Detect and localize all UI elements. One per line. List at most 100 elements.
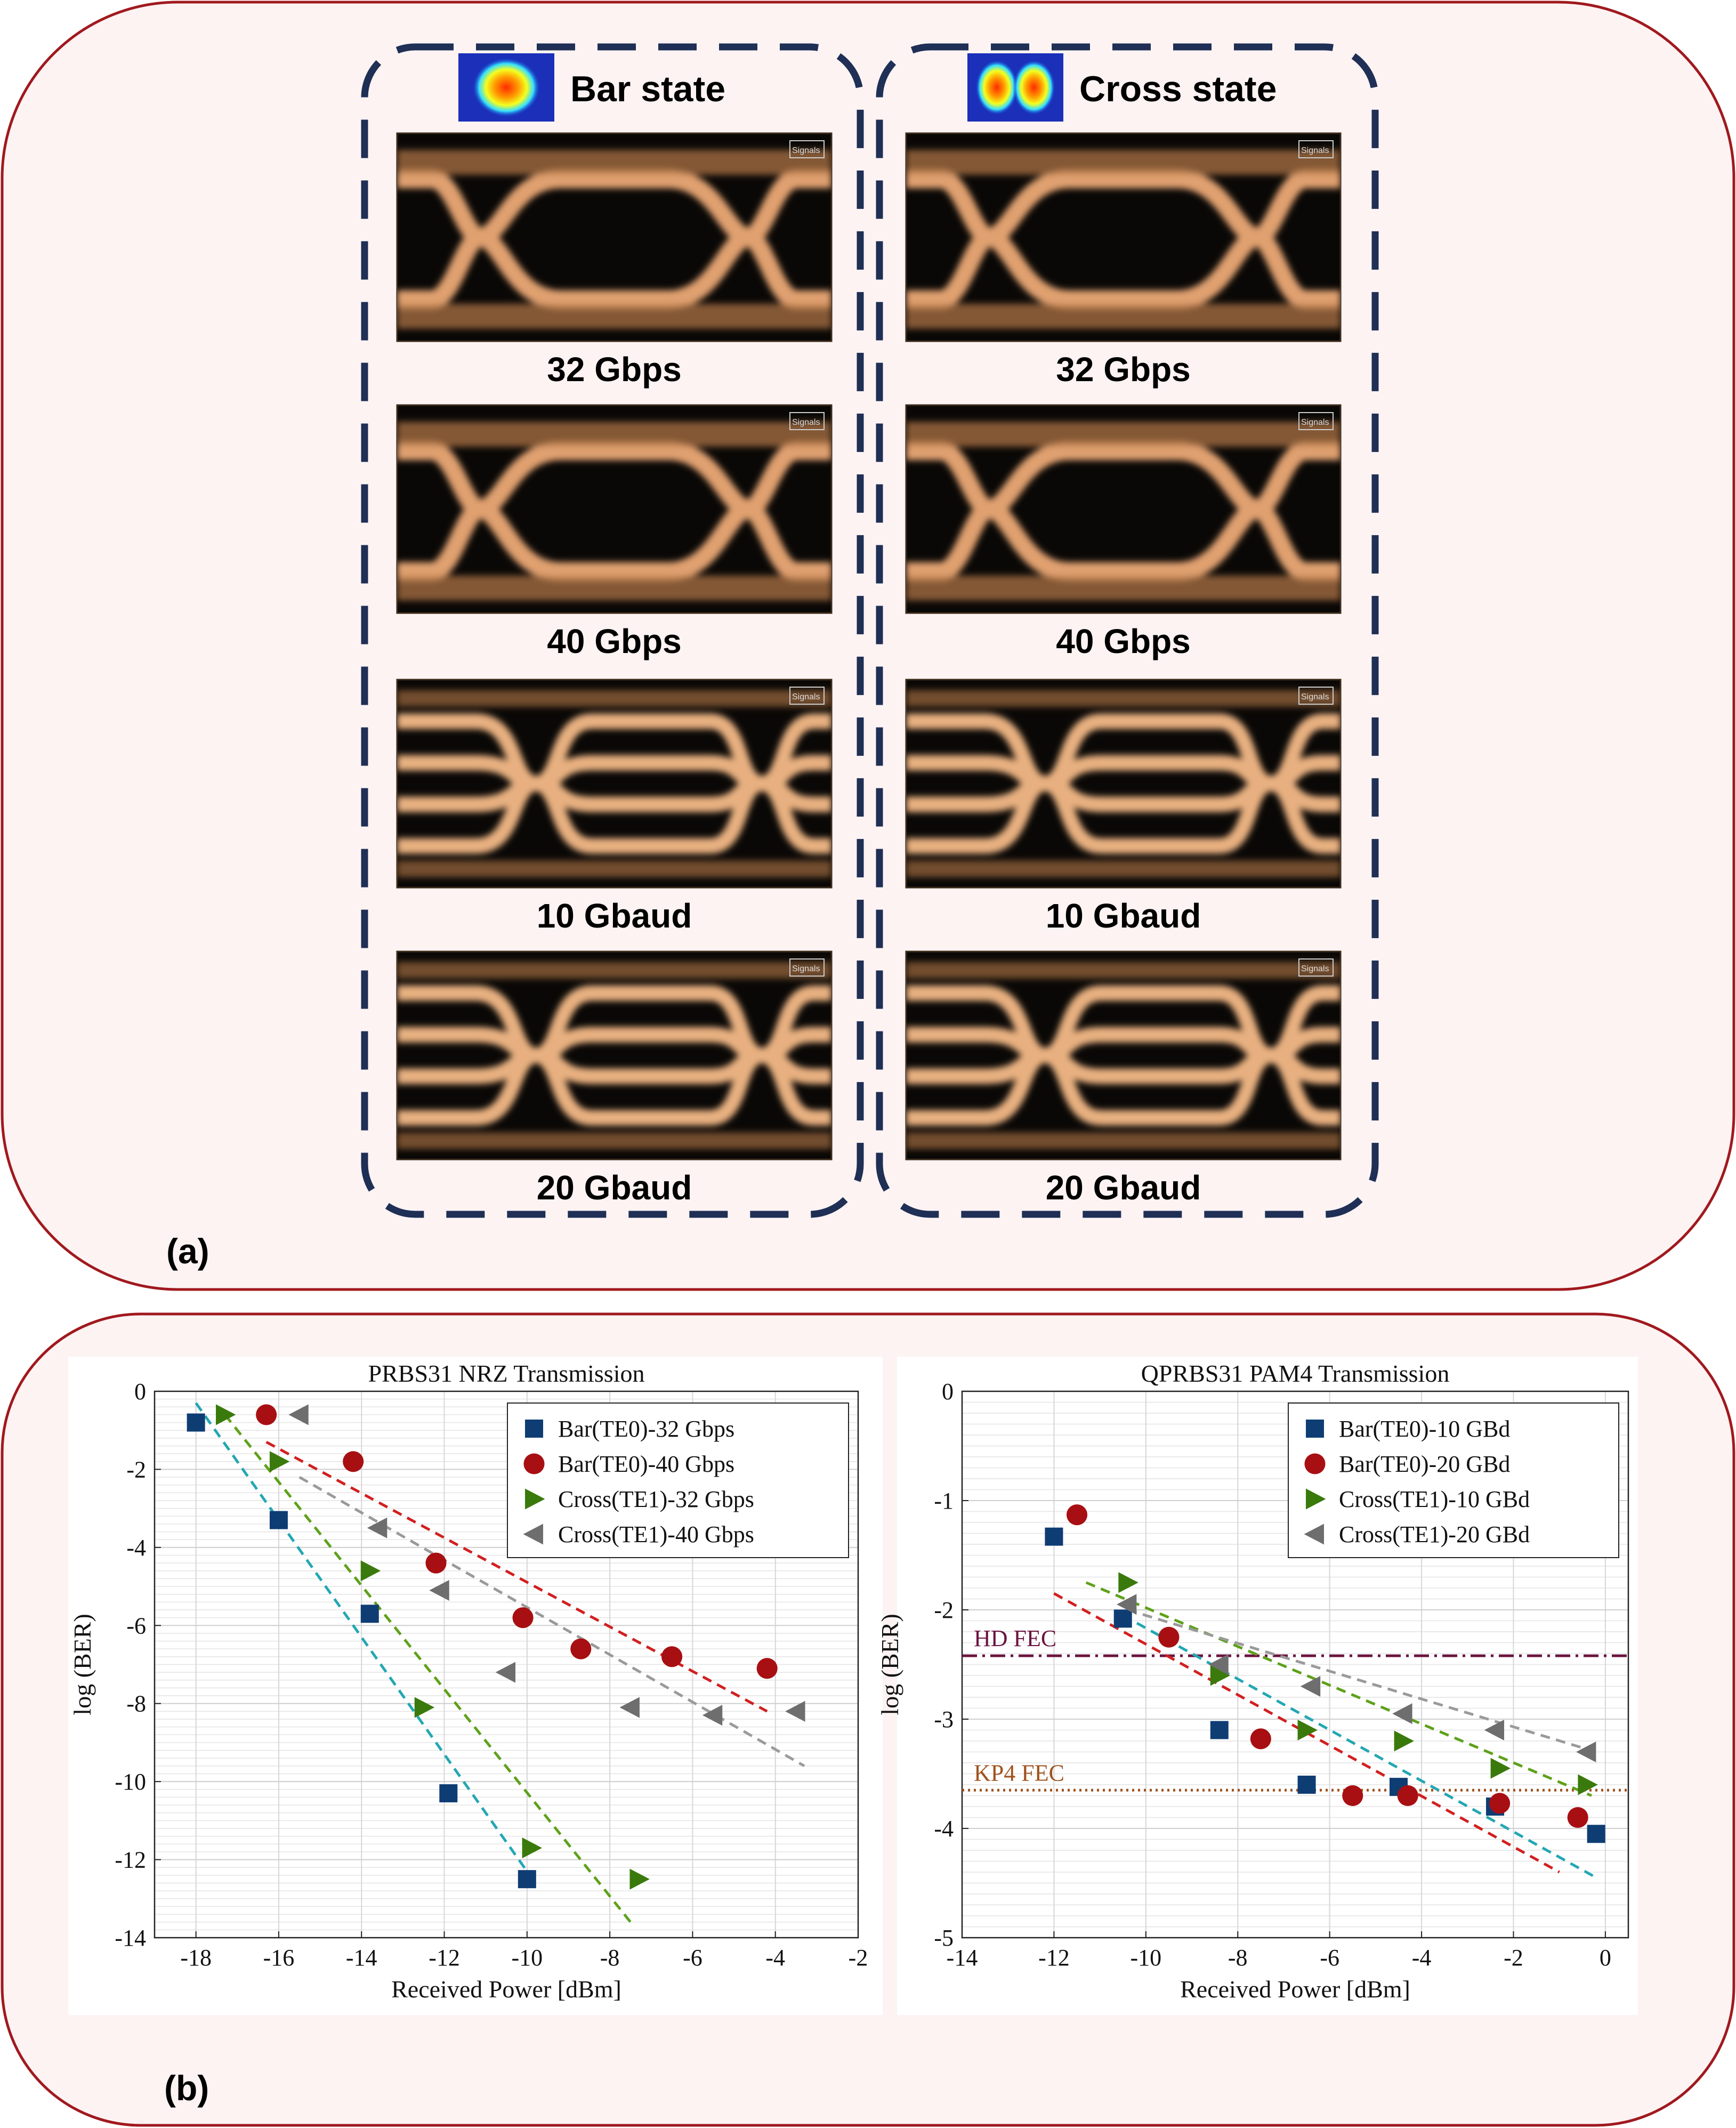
data-point-circle [425, 1552, 447, 1574]
column-title: Bar state [570, 69, 725, 109]
eye-trace-lower [906, 228, 1341, 309]
eye-diagram: Signals [396, 950, 833, 1160]
data-point-triangle-right [414, 1697, 435, 1718]
mode-lobe [975, 60, 1018, 115]
eye-caption: 20 Gbaud [1046, 1168, 1201, 1207]
y-tick-label: -2 [126, 1456, 146, 1482]
chart-title: PRBS31 NRZ Transmission [368, 1360, 645, 1387]
panel-a-content: Bar state Signals 32 Gbps Signals 40 Gbps Sig… [396, 53, 1342, 1207]
data-point-circle [756, 1658, 778, 1679]
bar-state-box [361, 43, 864, 1218]
eye-caption: 40 Gbps [547, 622, 682, 660]
panel-a-frame [1, 1, 1735, 1291]
data-point-triangle-right [216, 1404, 236, 1425]
data-point-triangle-right [269, 1451, 290, 1472]
y-tick-label: -2 [934, 1597, 954, 1623]
data-point-circle [523, 1453, 545, 1474]
chart-title: QPRBS31 PAM4 Transmission [1141, 1360, 1450, 1387]
data-point-square [187, 1413, 205, 1432]
data-point-square [439, 1784, 458, 1803]
eye-traces [397, 962, 831, 1149]
signals-label: Signals [1301, 418, 1329, 427]
nrz-ber-chart: -18 -16 -14 -12 -10 -8 -6 -4 -2 0 -2 -4 -6 -8 -10 -12 -1… [69, 1360, 868, 2003]
signals-box [1298, 687, 1334, 705]
legend-label: Bar(TE0)-32 Gbps [558, 1416, 734, 1442]
data-point-circle [661, 1646, 683, 1667]
eye-band [906, 690, 1341, 707]
eye-trace-lower [906, 499, 1341, 581]
eye-diagram: Signals [905, 679, 1342, 889]
pam4-level-trace [397, 776, 831, 854]
eye-diagram: Signals [396, 679, 833, 889]
signals-label: Signals [792, 418, 820, 427]
pam4-level-trace [906, 776, 1341, 854]
data-point-square [269, 1511, 288, 1529]
pam4-level-trace [397, 1047, 831, 1126]
data-point-triangle-left [1300, 1675, 1321, 1697]
eye-band [397, 1132, 831, 1149]
data-point-square [360, 1605, 379, 1623]
eye-traces [906, 690, 1341, 877]
signals-label: Signals [792, 146, 820, 155]
x-tick-label: -4 [765, 1945, 785, 1971]
eye-caption: 40 Gbps [1056, 622, 1191, 660]
data-point-triangle-left [1304, 1524, 1324, 1545]
data-point-triangle-left [1392, 1703, 1412, 1724]
eye-band [906, 422, 1341, 447]
pam4-level-trace [906, 713, 1341, 792]
pam4-level-trace [397, 985, 831, 1063]
data-point-triangle-right [1210, 1665, 1231, 1686]
data-point-triangle-left [429, 1579, 449, 1601]
eye-traces [906, 150, 1341, 329]
eye-trace-upper [906, 441, 1341, 519]
data-point-triangle-left [1208, 1654, 1229, 1675]
axes-box [961, 1390, 1629, 1939]
y-tick-label: -5 [934, 1925, 954, 1951]
eye-trace-lower [397, 499, 831, 581]
data-point-triangle-right [525, 1488, 545, 1510]
eye-trace-upper [397, 441, 831, 519]
x-tick-label: -6 [683, 1945, 703, 1971]
signals-box [789, 412, 825, 430]
x-tick-label: 0 [1600, 1945, 1611, 1971]
y-axis-label: log (BER) [69, 1614, 96, 1715]
pam4-level-trace [906, 755, 1341, 792]
data-point-triangle-left [288, 1404, 309, 1425]
y-tick-label: 0 [134, 1379, 146, 1405]
x-tick-label: -10 [511, 1945, 543, 1971]
column-title: Cross state [1079, 69, 1277, 109]
data-point-triangle-right [1578, 1774, 1598, 1795]
legend-box [507, 1402, 849, 1558]
x-tick-label: -14 [947, 1945, 978, 1971]
eye-band [397, 575, 831, 601]
pam4-level-trace [397, 1027, 831, 1063]
eye-band [397, 150, 831, 175]
y-tick-label: -4 [126, 1535, 146, 1561]
data-point-triangle-right [1306, 1488, 1326, 1510]
data-point-triangle-right [1118, 1572, 1139, 1593]
x-tick-label: -8 [1228, 1945, 1248, 1971]
signals-box [1298, 412, 1334, 430]
eye-traces [397, 690, 831, 877]
legend-label: Bar(TE0)-20 GBd [1339, 1451, 1510, 1477]
data-point-triangle-left [1116, 1594, 1137, 1615]
data-point-triangle-left [619, 1697, 640, 1718]
eye-traces [397, 422, 831, 601]
data-point-circle [256, 1404, 277, 1425]
x-tick-label: -2 [1504, 1945, 1523, 1971]
data-point-triangle-left [1484, 1719, 1504, 1741]
pam4-level-trace [397, 755, 831, 792]
x-tick-label: -14 [346, 1945, 377, 1971]
eye-caption: 10 Gbaud [537, 897, 692, 935]
data-point-circle [1304, 1453, 1326, 1474]
axes-box [154, 1390, 859, 1939]
data-point-triangle-right [1490, 1758, 1511, 1779]
x-tick-label: -16 [263, 1945, 295, 1971]
data-point-square [1306, 1420, 1324, 1438]
x-tick-label: -18 [180, 1945, 212, 1971]
signals-box [789, 140, 825, 158]
data-point-circle [343, 1451, 364, 1472]
legend-label: Cross(TE1)-20 GBd [1339, 1521, 1530, 1547]
y-axis-label: log (BER) [876, 1614, 903, 1715]
